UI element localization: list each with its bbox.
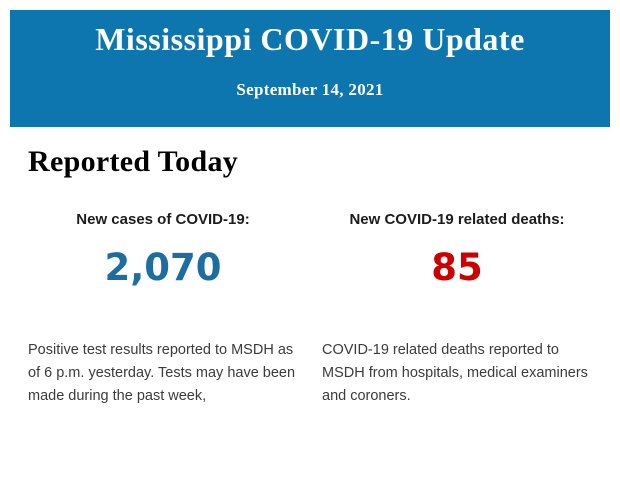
stat-description-new-cases: Positive test results reported to MSDH a… <box>28 342 296 404</box>
section-heading: Reported Today <box>28 145 239 178</box>
stats-columns: New cases of COVID-19: 2,070 Positive te… <box>28 210 592 408</box>
stat-value-new-cases: 2,070 <box>104 246 222 289</box>
content-area: Reported Today New cases of COVID-19: 2,… <box>0 144 620 408</box>
newsletter-date: September 14, 2021 <box>236 80 384 99</box>
stat-column-new-deaths: New COVID-19 related deaths: 85 COVID-19… <box>322 210 592 408</box>
newsletter-title: Mississippi COVID-19 Update <box>95 21 525 57</box>
header-banner: Mississippi COVID-19 Update September 14… <box>10 10 610 127</box>
stat-description-new-deaths: COVID-19 related deaths reported to MSDH… <box>322 342 588 404</box>
stat-label-new-deaths: New COVID-19 related deaths: <box>349 211 565 228</box>
stat-label-new-cases: New cases of COVID-19: <box>76 211 250 228</box>
stat-value-new-deaths: 85 <box>431 246 483 289</box>
stat-column-new-cases: New cases of COVID-19: 2,070 Positive te… <box>28 210 298 408</box>
